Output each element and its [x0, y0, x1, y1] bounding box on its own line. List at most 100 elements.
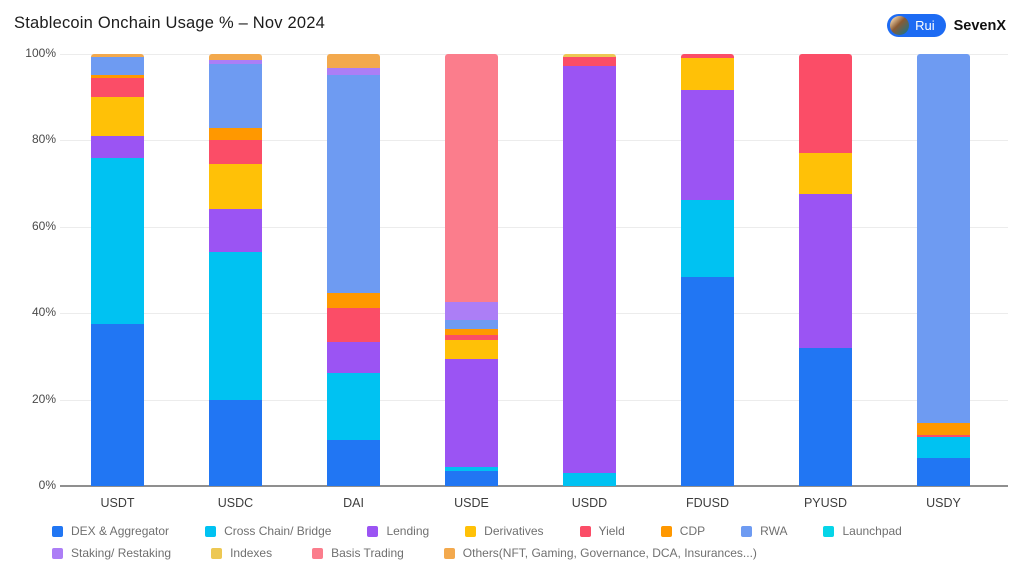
gridline [60, 399, 1008, 401]
bar-segment-usdd[interactable] [563, 54, 616, 58]
gridline [60, 226, 1008, 228]
legend-label: Derivatives [484, 524, 544, 538]
legend-item[interactable]: Derivatives [465, 524, 544, 538]
bar-fdusd [681, 54, 734, 486]
bar-segment-usdc[interactable] [209, 251, 262, 400]
legend-label: Cross Chain/ Bridge [224, 524, 332, 538]
legend-swatch-icon [660, 525, 672, 537]
bar-segment-usdd[interactable] [563, 65, 616, 474]
bar-segment-dai[interactable] [327, 68, 380, 76]
bar-segment-usdc[interactable] [209, 54, 262, 61]
x-axis-label-usde: USDE [454, 496, 489, 510]
bar-segment-usdt[interactable] [91, 54, 144, 57]
legend-label: Lending [386, 524, 430, 538]
bar-segment-usdc[interactable] [209, 140, 262, 164]
legend-item[interactable]: Indexes [211, 546, 272, 560]
bar-segment-usdc[interactable] [209, 399, 262, 486]
bar-dai [327, 54, 380, 486]
bar-segment-usdy[interactable] [917, 435, 970, 438]
bar-segment-fdusd[interactable] [681, 200, 734, 277]
bar-segment-dai[interactable] [327, 308, 380, 342]
rui-badge-label: Rui [915, 18, 935, 33]
y-axis-tick-label: 100% [25, 46, 56, 60]
bar-usdc [209, 54, 262, 486]
legend-item[interactable]: Cross Chain/ Bridge [205, 524, 331, 538]
bar-segment-usdy[interactable] [917, 437, 970, 459]
bar-segment-usdy[interactable] [917, 54, 970, 424]
bar-segment-usde[interactable] [445, 467, 498, 471]
bar-segment-pyusd[interactable] [799, 348, 852, 486]
bar-segment-usdc[interactable] [209, 128, 262, 141]
bar-segment-usdc[interactable] [209, 208, 262, 252]
bar-segment-dai[interactable] [327, 440, 380, 486]
bar-segment-dai[interactable] [327, 293, 380, 309]
bar-segment-usdt[interactable] [91, 56, 144, 75]
bar-pyusd [799, 54, 852, 486]
legend-item[interactable]: Lending [367, 524, 429, 538]
bar-segment-usdt[interactable] [91, 97, 144, 137]
rui-badge[interactable]: Rui [887, 14, 946, 37]
bar-segment-usdt[interactable] [91, 324, 144, 486]
y-axis-tick-label: 0% [38, 478, 56, 492]
bar-segment-usde[interactable] [445, 54, 498, 303]
bar-segment-usde[interactable] [445, 320, 498, 329]
bar-segment-usdc[interactable] [209, 63, 262, 129]
legend-swatch-icon [443, 547, 455, 559]
header-brand: Rui SevenX [887, 14, 1006, 37]
legend-label: RWA [760, 524, 788, 538]
brand-name: SevenX [953, 17, 1006, 34]
legend-swatch-icon [52, 547, 63, 559]
legend-swatch-icon [579, 525, 591, 537]
bar-segment-usdt[interactable] [91, 136, 144, 158]
x-axis-label-fdusd: FDUSD [685, 496, 730, 510]
bar-segment-usdd[interactable] [563, 473, 616, 486]
bar-segment-usdt[interactable] [91, 74, 144, 79]
legend-swatch-icon [205, 525, 217, 537]
bar-segment-fdusd[interactable] [681, 89, 734, 201]
legend-item[interactable]: Basis Trading [312, 546, 404, 560]
bar-segment-dai[interactable] [327, 54, 380, 69]
bar-segment-dai[interactable] [327, 75, 380, 294]
bar-segment-usdy[interactable] [917, 423, 970, 436]
bar-segment-fdusd[interactable] [681, 54, 734, 59]
bar-segment-dai[interactable] [327, 373, 380, 441]
legend-item[interactable]: Yield [579, 524, 625, 538]
legend-row-2: Staking/ Restaking Indexes Basis Trading Ot… [52, 546, 1012, 560]
x-axis-label-usdy: USDY [926, 496, 961, 510]
bar-segment-pyusd[interactable] [799, 193, 852, 349]
x-axis-label-usdt: USDT [100, 496, 135, 510]
legend-item[interactable]: Others(NFT, Gaming, Governance, DCA, Ins… [443, 546, 757, 560]
bar-segment-fdusd[interactable] [681, 58, 734, 90]
bar-segment-usde[interactable] [445, 340, 498, 359]
bar-segment-fdusd[interactable] [681, 276, 734, 486]
legend-label: CDP [679, 524, 706, 538]
bar-segment-usde[interactable] [445, 470, 498, 486]
bar-usdy [917, 54, 970, 486]
legend-label: Others(NFT, Gaming, Governance, DCA, Ins… [462, 546, 757, 560]
bar-segment-usde[interactable] [445, 358, 498, 468]
bar-segment-usdt[interactable] [91, 157, 144, 324]
legend-item[interactable]: Launchpad [823, 524, 902, 538]
legend-item[interactable]: CDP [660, 524, 706, 538]
bar-segment-usdc[interactable] [209, 163, 262, 209]
bar-segment-usdc[interactable] [209, 60, 262, 64]
bar-segment-dai[interactable] [327, 341, 380, 374]
bar-segment-usde[interactable] [445, 328, 498, 336]
legend-swatch-icon [823, 525, 835, 537]
bar-segment-pyusd[interactable] [799, 153, 852, 194]
legend-item[interactable]: RWA [741, 524, 787, 538]
bar-segment-pyusd[interactable] [799, 54, 852, 154]
gridline [60, 313, 1008, 315]
legend-item[interactable]: DEX & Aggregator [52, 524, 169, 538]
bar-usdd [563, 54, 616, 486]
bar-segment-usdt[interactable] [91, 78, 144, 98]
bar-segment-usde[interactable] [445, 302, 498, 321]
legend-item[interactable]: Staking/ Restaking [52, 546, 171, 560]
legend-label: Staking/ Restaking [71, 546, 172, 560]
bar-segment-usdy[interactable] [917, 458, 970, 486]
bar-segment-usde[interactable] [445, 335, 498, 341]
y-axis-tick-label: 20% [31, 391, 56, 406]
bar-segment-usdd[interactable] [563, 57, 616, 66]
